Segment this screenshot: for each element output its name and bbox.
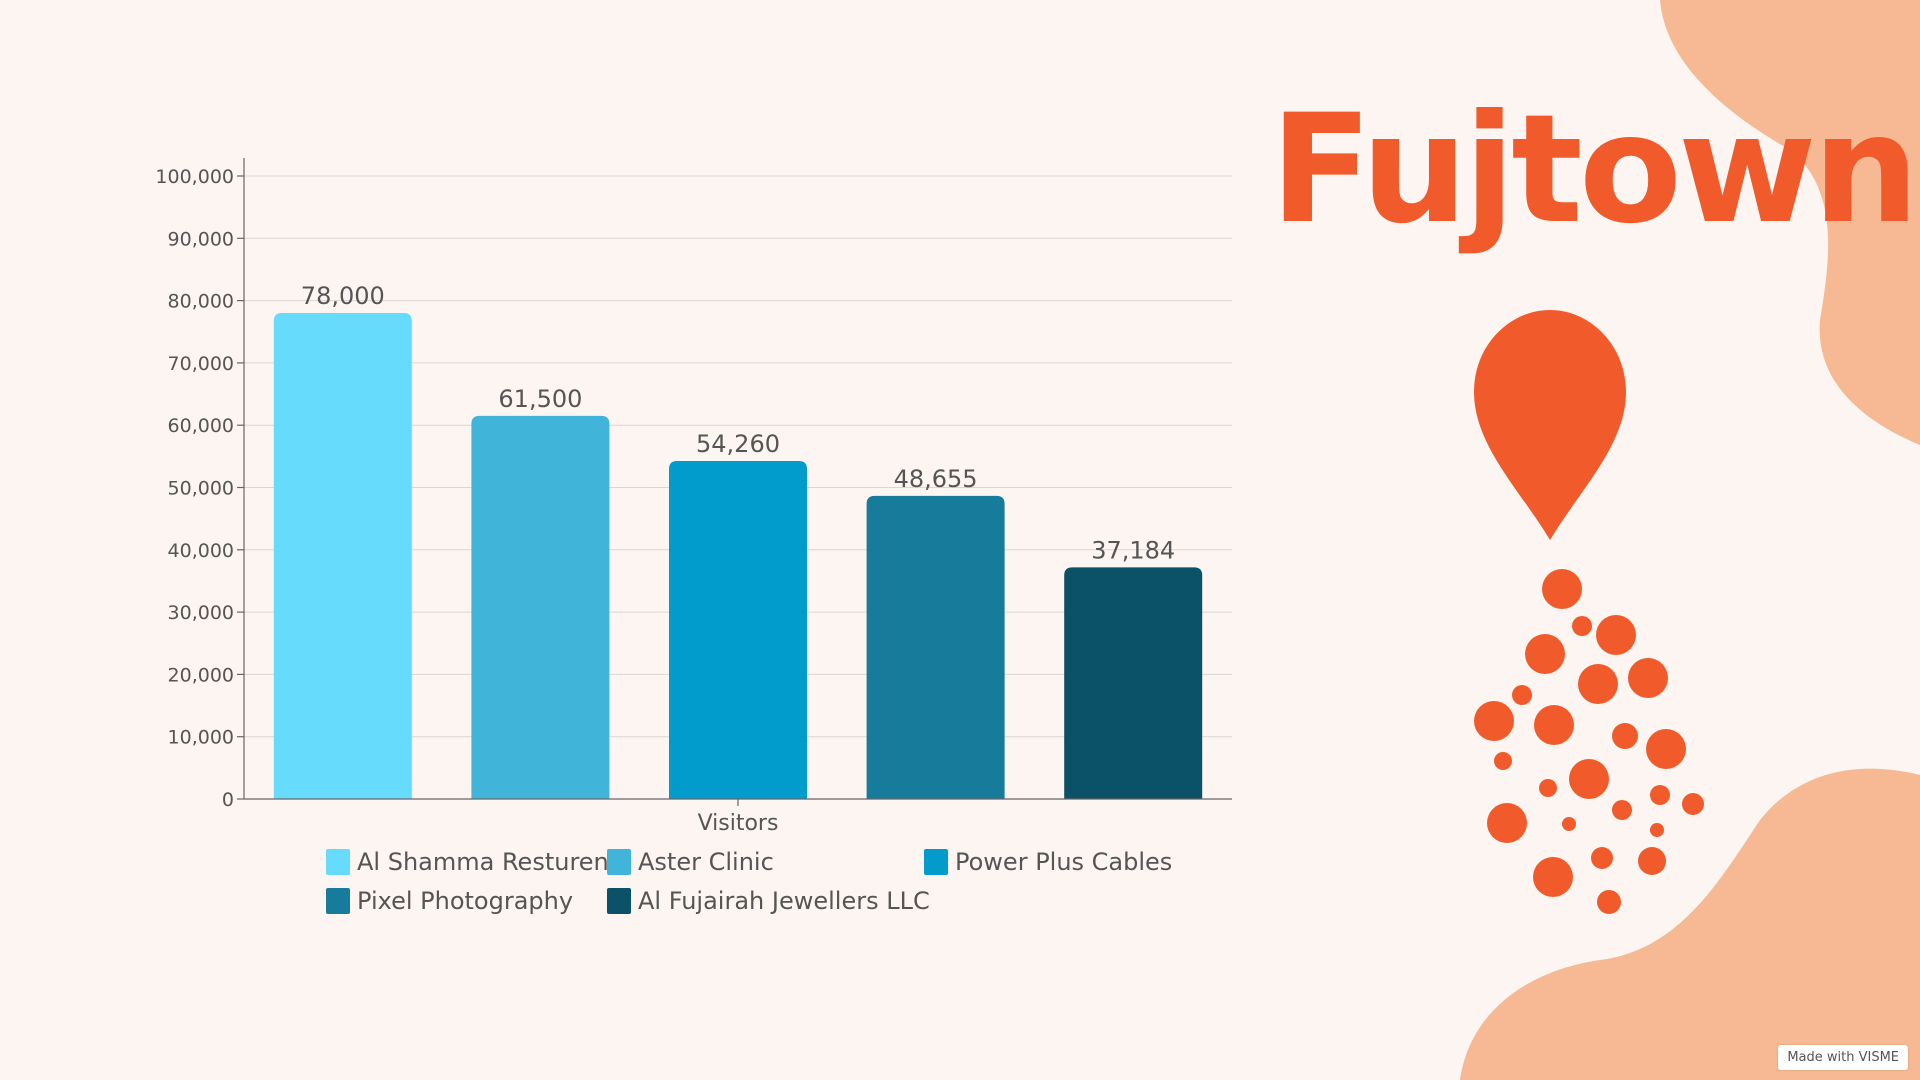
y-tick-label: 0 bbox=[222, 789, 234, 811]
legend-label: Al Fujairah Jewellers LLC bbox=[638, 887, 930, 915]
legend-item: Aster Clinic bbox=[607, 848, 774, 876]
y-tick-label: 30,000 bbox=[168, 602, 234, 624]
y-tick-label: 90,000 bbox=[168, 228, 234, 250]
y-axis-ticks: 0 10,000 20,000 30,000 40,000 50,000 60,000 70,… bbox=[155, 166, 244, 811]
bar-value-label: 48,655 bbox=[894, 465, 978, 493]
y-tick-label: 70,000 bbox=[168, 353, 234, 375]
bar-2 bbox=[471, 415, 610, 799]
brand-title: Fujtown bbox=[1270, 83, 1919, 257]
y-tick-label: 40,000 bbox=[168, 540, 234, 562]
legend-swatch bbox=[326, 849, 350, 875]
bar-3 bbox=[669, 460, 807, 799]
bar-value-label: 37,184 bbox=[1091, 536, 1175, 564]
legend-swatch bbox=[607, 849, 631, 875]
visme-watermark: Made with VISME bbox=[1778, 1045, 1908, 1070]
y-tick-label: 20,000 bbox=[168, 664, 234, 686]
y-tick-label: 80,000 bbox=[168, 291, 234, 313]
legend-swatch bbox=[607, 888, 631, 914]
bottom-right-blob bbox=[1460, 768, 1920, 1080]
x-axis-title: Visitors bbox=[698, 811, 779, 836]
legend-item: Power Plus Cables bbox=[924, 848, 1172, 876]
bar-1 bbox=[273, 313, 412, 799]
bar-5 bbox=[1064, 567, 1203, 799]
legend-label: Al Shamma Resturent bbox=[357, 848, 619, 876]
legend-item: Pixel Photography bbox=[326, 887, 573, 915]
y-tick-label: 100,000 bbox=[155, 166, 234, 188]
legend-item: Al Fujairah Jewellers LLC bbox=[607, 887, 930, 915]
bar-value-label: 54,260 bbox=[696, 430, 780, 458]
dots-decoration bbox=[1474, 569, 1704, 914]
y-tick-label: 60,000 bbox=[168, 415, 234, 437]
legend-label: Power Plus Cables bbox=[955, 848, 1173, 876]
y-tick-label: 10,000 bbox=[168, 727, 234, 749]
top-right-blob bbox=[1660, 0, 1920, 445]
bar-value-labels: 78,000 61,500 54,260 48,655 37,184 bbox=[301, 282, 1175, 564]
legend-label: Aster Clinic bbox=[638, 848, 774, 876]
legend-label: Pixel Photography bbox=[357, 887, 574, 915]
bar-value-label: 61,500 bbox=[498, 385, 582, 413]
legend-swatch bbox=[326, 888, 350, 914]
legend-swatch bbox=[924, 849, 948, 875]
map-pin-icon bbox=[1474, 310, 1626, 540]
bar-value-label: 78,000 bbox=[301, 282, 385, 310]
legend-item: Al Shamma Resturent bbox=[326, 848, 618, 876]
bar-4 bbox=[866, 495, 1005, 799]
y-tick-label: 50,000 bbox=[168, 478, 234, 500]
bars bbox=[273, 313, 1203, 799]
